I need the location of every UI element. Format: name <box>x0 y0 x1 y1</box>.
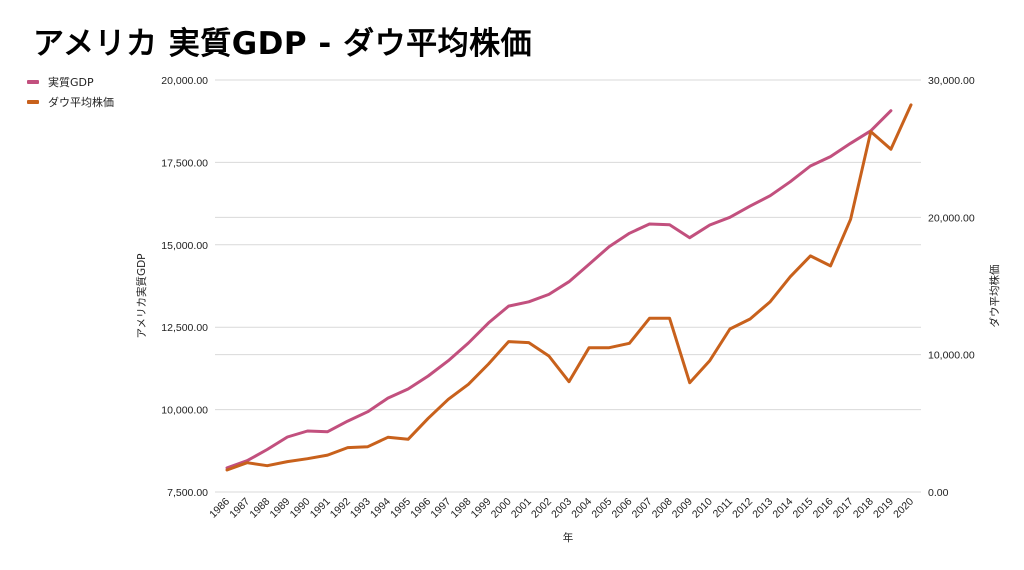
legend-label-dow: ダウ平均株価 <box>48 96 114 109</box>
x-tick-label: 2010 <box>690 496 715 521</box>
left-tick-label: 15,000.00 <box>161 240 208 252</box>
x-tick-label: 2009 <box>670 496 695 521</box>
x-tick-label: 2001 <box>509 496 534 521</box>
chart-title: アメリカ 実質GDP - ダウ平均株価 <box>33 26 533 62</box>
x-tick-label: 2014 <box>770 496 795 521</box>
gridlines <box>215 79 921 493</box>
x-tick-label: 1986 <box>207 496 232 521</box>
x-tick-label: 2004 <box>569 496 594 521</box>
legend-swatch-dow <box>27 100 39 104</box>
right-tick-label: 10,000.00 <box>928 350 975 362</box>
x-tick-label: 2020 <box>891 496 916 521</box>
x-tick-label: 1988 <box>247 496 272 521</box>
x-tick-label: 2011 <box>711 496 736 521</box>
x-tick-label: 1992 <box>328 496 353 521</box>
left-tick-label: 10,000.00 <box>161 405 208 417</box>
x-axis-ticks: 1986198719881989199019911992199319941995… <box>207 496 916 521</box>
x-tick-label: 1991 <box>308 496 333 521</box>
x-tick-label: 2003 <box>549 496 574 521</box>
x-tick-label: 2012 <box>730 496 755 521</box>
right-axis-title: ダウ平均株価 <box>988 265 1001 328</box>
right-tick-label: 20,000.00 <box>928 212 975 224</box>
x-tick-label: 1996 <box>408 496 433 521</box>
left-axis-ticks: 7,500.00 10,000.00 12,500.00 15,000.00 17,50… <box>161 75 208 499</box>
x-tick-label: 2019 <box>871 496 896 521</box>
x-axis-title: 年 <box>563 531 574 544</box>
right-axis-ticks: 0.00 10,000.00 20,000.00 30,000.00 <box>928 75 975 499</box>
x-tick-label: 1989 <box>267 496 292 521</box>
left-tick-label: 7,500.00 <box>167 487 208 499</box>
left-tick-label: 12,500.00 <box>161 322 208 334</box>
x-tick-label: 2018 <box>851 496 876 521</box>
series-line-gdp <box>225 109 893 470</box>
right-tick-label: 30,000.00 <box>928 75 975 87</box>
left-tick-label: 17,500.00 <box>161 157 208 169</box>
left-tick-label: 20,000.00 <box>161 75 208 87</box>
x-tick-label: 2005 <box>589 496 614 521</box>
legend: 実質GDP ダウ平均株価 <box>27 72 114 112</box>
legend-swatch-gdp <box>27 80 39 84</box>
legend-label-gdp: 実質GDP <box>48 76 94 89</box>
x-tick-label: 1999 <box>469 496 494 521</box>
x-tick-label: 1993 <box>348 496 373 521</box>
left-axis-title: アメリカ実質GDP <box>135 253 148 338</box>
x-tick-label: 1998 <box>449 496 474 521</box>
x-tick-label: 1990 <box>288 496 313 521</box>
series-lines <box>225 103 913 472</box>
x-tick-label: 2015 <box>791 496 816 521</box>
x-tick-label: 1994 <box>368 496 393 521</box>
legend-item-dow[interactable]: ダウ平均株価 <box>27 92 114 112</box>
right-tick-label: 0.00 <box>928 487 949 499</box>
x-tick-label: 2013 <box>750 496 775 521</box>
x-tick-label: 1995 <box>388 496 413 521</box>
x-tick-label: 1997 <box>428 496 453 521</box>
series-line-dow <box>225 103 913 472</box>
x-tick-label: 2007 <box>630 496 655 521</box>
x-tick-label: 2002 <box>529 496 554 521</box>
legend-item-gdp[interactable]: 実質GDP <box>27 72 114 92</box>
x-tick-label: 2008 <box>650 496 675 521</box>
x-tick-label: 2017 <box>831 496 856 521</box>
x-tick-label: 2016 <box>811 496 836 521</box>
x-tick-label: 2006 <box>609 496 634 521</box>
x-tick-label: 1987 <box>227 496 252 521</box>
x-tick-label: 2000 <box>489 496 514 521</box>
